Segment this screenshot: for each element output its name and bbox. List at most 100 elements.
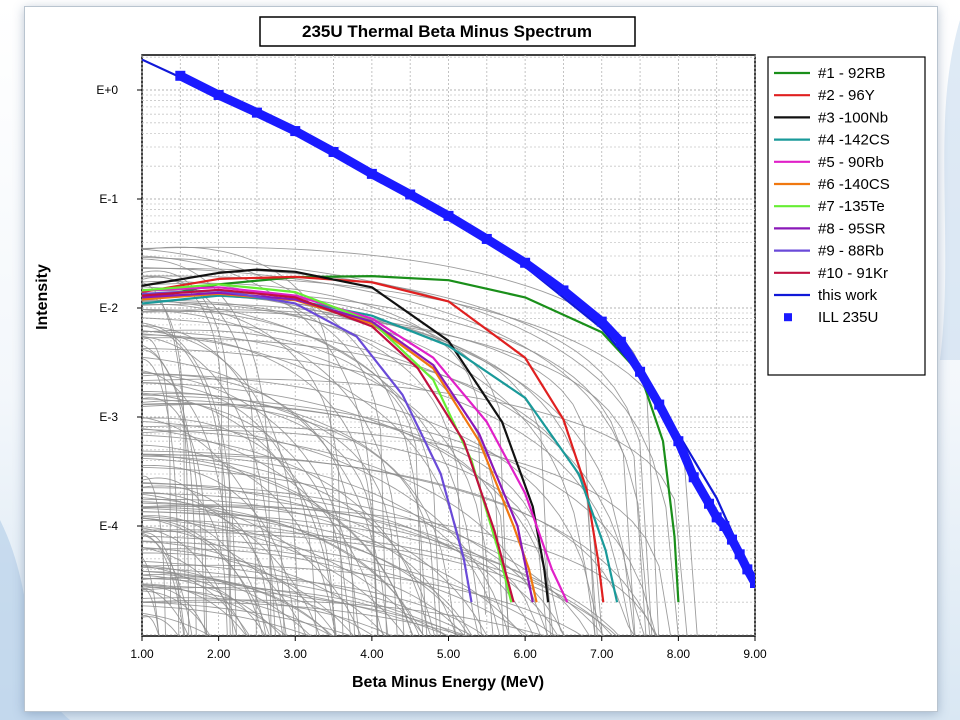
x-tick-label: 2.00 [207, 647, 231, 661]
background-spectrum-line [142, 515, 425, 636]
x-tick-labels: 1.00 2.00 3.00 4.00 5.00 6.00 7.00 8.00 9.00 [130, 636, 767, 661]
background-spectrum-line [142, 507, 421, 636]
background-spectrum-line [142, 517, 271, 636]
legend-label: #9 - 88Rb [818, 243, 884, 260]
background-spectrum-line [142, 477, 228, 636]
x-tick-label: 9.00 [743, 647, 767, 661]
ill-235u-band [178, 71, 755, 586]
background-spectrum-line [142, 498, 457, 636]
background-spectrum-line [142, 381, 565, 636]
background-spectrum-line [142, 515, 267, 636]
background-spectrum-line [142, 585, 333, 636]
background-spectrum-line [142, 507, 524, 636]
background-spectrum-line [142, 475, 166, 636]
legend: #1 - 92RB #2 - 96Y #3 -100Nb #4 -142CS #5 - … [774, 65, 890, 326]
legend-label: #2 - 96Y [818, 87, 875, 104]
background-spectrum-line [142, 546, 248, 636]
series-line [142, 268, 550, 603]
background-spectrum-line [142, 497, 362, 636]
background-spectrum-line [142, 428, 549, 636]
legend-label: #4 -142CS [818, 132, 890, 149]
background-spectrum-line [142, 552, 386, 636]
series-line [142, 275, 680, 603]
background-spectrum-line [142, 457, 413, 636]
background-spectrum-line [142, 329, 424, 636]
background-spectrum-line [142, 597, 394, 636]
series-line [142, 294, 619, 603]
series-line [142, 286, 569, 603]
background-spectrum-line [142, 322, 237, 636]
series-line [142, 275, 605, 603]
series-line [142, 283, 513, 603]
legend-label: #8 - 95SR [818, 220, 886, 237]
title-box [259, 16, 636, 47]
background-spectra [142, 246, 698, 636]
background-spectrum-line [142, 330, 494, 636]
background-spectrum-line [142, 374, 356, 636]
background-spectrum-line [142, 255, 379, 636]
x-tick-label: 6.00 [513, 647, 537, 661]
background-spectrum-line [142, 535, 557, 636]
background-spectrum-line [142, 586, 189, 636]
x-tick-label: 7.00 [590, 647, 614, 661]
background-spectrum-line [142, 584, 288, 636]
background-spectrum-line [142, 560, 474, 636]
background-spectrum-line [142, 392, 337, 636]
background-spectrum-line [142, 338, 172, 605]
background-spectrum-line [142, 570, 334, 636]
chart-title: 235U Thermal Beta Minus Spectrum [302, 22, 592, 41]
background-spectrum-line [142, 557, 160, 636]
background-spectrum-line [142, 256, 679, 636]
background-spectrum-line [142, 541, 337, 636]
background-spectrum-line [142, 570, 375, 636]
background-spectrum-line [142, 303, 344, 636]
background-spectrum-line [142, 615, 160, 636]
background-spectrum-line [142, 601, 467, 636]
legend-label: ILL 235U [818, 309, 878, 326]
background-spectrum-line [142, 299, 466, 636]
background-spectrum-line [142, 270, 231, 577]
x-tick-label: 1.00 [130, 647, 154, 661]
background-spectrum-line [142, 391, 457, 636]
background-spectrum-line [142, 309, 405, 636]
x-axis-label: Beta Minus Energy (MeV) [352, 674, 544, 691]
background-spectrum-line [142, 398, 352, 636]
background-spectrum-line [142, 464, 297, 636]
background-spectrum-line [142, 482, 488, 636]
background-spectrum-line [142, 333, 480, 636]
background-spectrum-line [142, 527, 238, 636]
background-spectrum-line [142, 574, 283, 636]
legend-label: #3 -100Nb [818, 109, 888, 126]
background-spectrum-line [142, 372, 604, 636]
y-axis-label: Intensity [34, 264, 51, 330]
y-tick-labels: E+0 E-1 E-2 E-3 E-4 [96, 83, 142, 533]
background-spectrum-line [142, 450, 658, 636]
series-line [142, 288, 515, 603]
series-line [142, 291, 534, 603]
background-spectrum-line [142, 454, 414, 636]
legend-label: #10 - 91Kr [818, 265, 888, 282]
background-spectrum-line [142, 394, 659, 636]
y-tick-label: E-4 [99, 519, 118, 533]
background-spectrum-line [142, 506, 657, 636]
background-spectrum-line [142, 455, 436, 636]
background-spectrum-line [142, 417, 336, 636]
background-spectrum-line [142, 511, 470, 636]
series-line [142, 289, 473, 603]
y-tick-label: E-3 [99, 410, 118, 424]
legend-marker [784, 313, 792, 322]
x-tick-label: 4.00 [360, 647, 384, 661]
background-spectrum-line [142, 586, 209, 636]
background-spectrum-line [142, 599, 547, 636]
background-spectrum-line [142, 335, 276, 636]
background-spectrum-line [142, 564, 584, 636]
background-spectrum-line [142, 590, 211, 636]
background-spectrum-line [142, 492, 559, 636]
background-spectrum-line [142, 444, 337, 636]
background-spectrum-line [142, 466, 566, 636]
background-spectrum-line [142, 540, 529, 636]
background-spectrum-line [142, 378, 688, 636]
series-group [142, 58, 755, 603]
